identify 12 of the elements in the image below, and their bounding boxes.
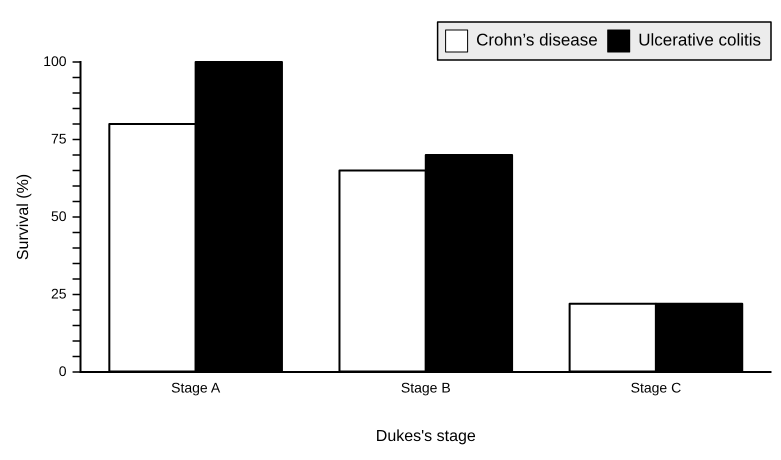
x-tick-label: Stage A — [171, 379, 221, 396]
legend-label: Crohn’s disease — [476, 30, 598, 50]
y-axis-title: Survival (%) — [15, 174, 32, 260]
y-tick-label: 25 — [50, 285, 67, 302]
x-axis-title: Dukes's stage — [376, 428, 476, 445]
y-tick-label: 100 — [43, 52, 67, 69]
y-tick-label: 50 — [50, 208, 67, 224]
legend-label: Ulcerative colitis — [638, 30, 761, 50]
x-tick-label: Stage C — [630, 379, 682, 396]
y-tick-label: 75 — [50, 130, 67, 146]
x-tick-label: Stage B — [400, 379, 451, 396]
y-tick-label: 0 — [58, 362, 67, 379]
